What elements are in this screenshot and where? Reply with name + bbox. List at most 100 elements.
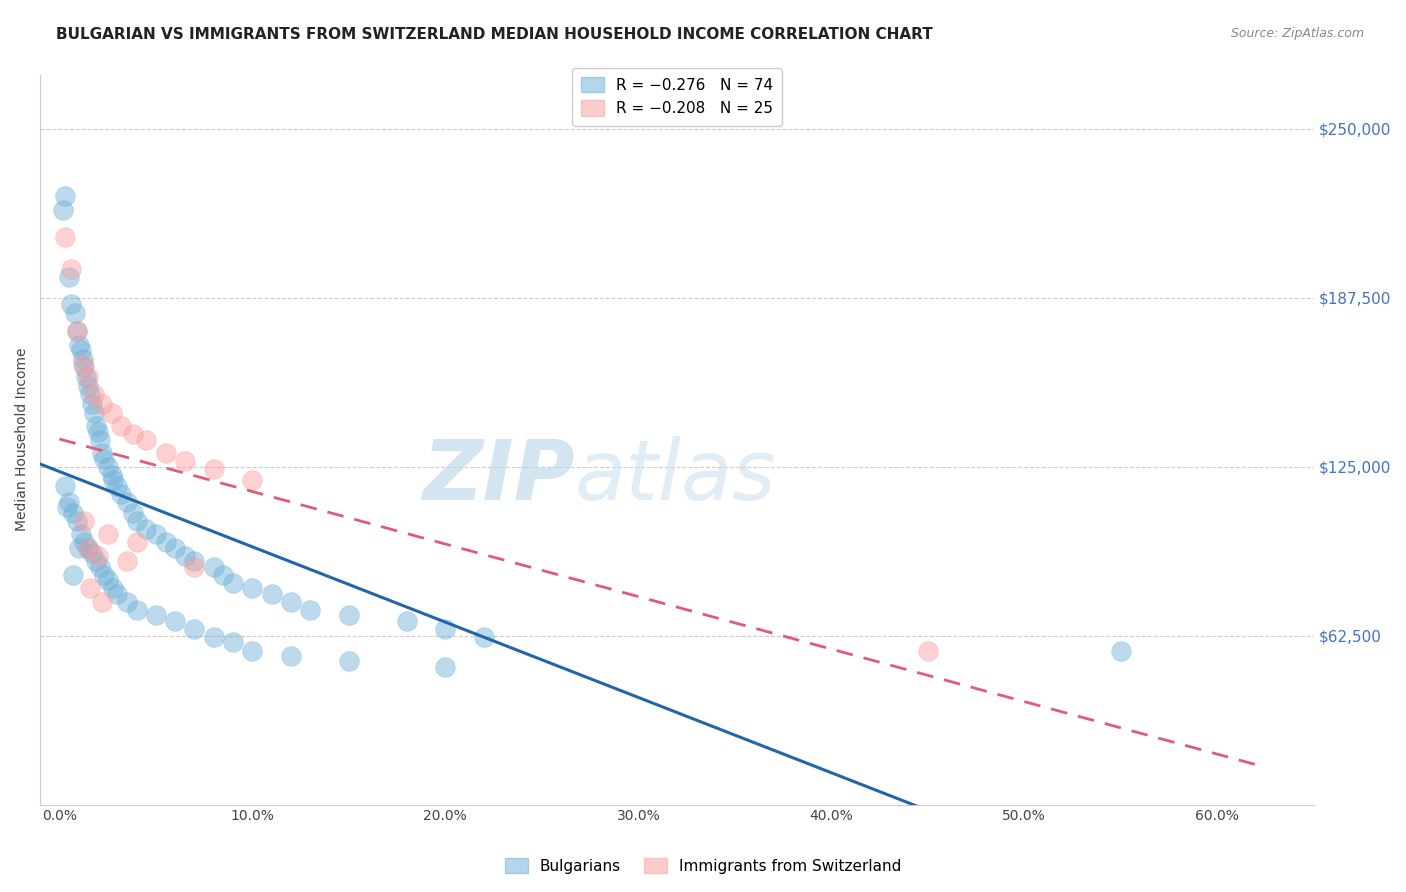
Point — [155, 535, 177, 549]
Point — [145, 608, 167, 623]
Point — [72, 357, 94, 371]
Point — [93, 451, 115, 466]
Point — [395, 614, 418, 628]
Legend: Bulgarians, Immigrants from Switzerland: Bulgarians, Immigrants from Switzerland — [499, 852, 907, 880]
Point — [917, 643, 939, 657]
Point — [58, 495, 80, 509]
Point — [97, 459, 120, 474]
Point — [337, 654, 360, 668]
Point — [115, 495, 138, 509]
Point — [434, 622, 457, 636]
Point — [53, 189, 76, 203]
Legend: R = −0.276   N = 74, R = −0.208   N = 25: R = −0.276 N = 74, R = −0.208 N = 25 — [572, 68, 782, 126]
Point — [1109, 643, 1132, 657]
Point — [84, 554, 107, 568]
Point — [110, 486, 132, 500]
Point — [83, 386, 105, 401]
Point — [260, 587, 283, 601]
Text: BULGARIAN VS IMMIGRANTS FROM SWITZERLAND MEDIAN HOUSEHOLD INCOME CORRELATION CHA: BULGARIAN VS IMMIGRANTS FROM SWITZERLAND… — [56, 27, 934, 42]
Point — [62, 567, 84, 582]
Point — [105, 478, 128, 492]
Point — [77, 378, 100, 392]
Point — [105, 587, 128, 601]
Point — [82, 397, 104, 411]
Point — [183, 554, 205, 568]
Point — [115, 554, 138, 568]
Point — [89, 433, 111, 447]
Point — [77, 541, 100, 555]
Point — [155, 446, 177, 460]
Point — [69, 343, 91, 358]
Point — [110, 419, 132, 434]
Point — [67, 541, 90, 555]
Point — [434, 659, 457, 673]
Point — [100, 467, 122, 482]
Point — [97, 573, 120, 587]
Point — [299, 603, 322, 617]
Point — [97, 527, 120, 541]
Text: Source: ZipAtlas.com: Source: ZipAtlas.com — [1230, 27, 1364, 40]
Point — [72, 351, 94, 366]
Point — [202, 559, 225, 574]
Point — [165, 614, 187, 628]
Point — [183, 622, 205, 636]
Point — [90, 595, 112, 609]
Point — [145, 527, 167, 541]
Point — [212, 567, 235, 582]
Point — [66, 325, 89, 339]
Point — [125, 514, 148, 528]
Point — [280, 595, 302, 609]
Point — [66, 325, 89, 339]
Point — [73, 514, 96, 528]
Point — [202, 462, 225, 476]
Point — [59, 297, 82, 311]
Point — [125, 535, 148, 549]
Point — [77, 370, 100, 384]
Point — [69, 527, 91, 541]
Point — [90, 397, 112, 411]
Point — [115, 595, 138, 609]
Point — [93, 567, 115, 582]
Point — [165, 541, 187, 555]
Point — [79, 386, 101, 401]
Point — [280, 648, 302, 663]
Point — [73, 535, 96, 549]
Point — [135, 522, 157, 536]
Point — [202, 630, 225, 644]
Point — [53, 230, 76, 244]
Point — [242, 582, 264, 596]
Point — [59, 262, 82, 277]
Point — [73, 359, 96, 374]
Point — [121, 427, 143, 442]
Point — [82, 546, 104, 560]
Y-axis label: Median Household Income: Median Household Income — [15, 348, 30, 532]
Point — [103, 582, 125, 596]
Point — [58, 270, 80, 285]
Point — [183, 559, 205, 574]
Point — [56, 500, 79, 515]
Point — [83, 406, 105, 420]
Point — [222, 575, 245, 590]
Point — [242, 473, 264, 487]
Point — [90, 446, 112, 460]
Point — [103, 473, 125, 487]
Point — [125, 603, 148, 617]
Point — [66, 514, 89, 528]
Point — [79, 582, 101, 596]
Point — [472, 630, 495, 644]
Text: ZIP: ZIP — [422, 435, 575, 516]
Point — [84, 419, 107, 434]
Point — [222, 635, 245, 649]
Point — [87, 549, 110, 563]
Point — [77, 541, 100, 555]
Point — [67, 338, 90, 352]
Point — [242, 643, 264, 657]
Point — [121, 506, 143, 520]
Point — [89, 559, 111, 574]
Point — [135, 433, 157, 447]
Point — [173, 454, 195, 468]
Point — [53, 478, 76, 492]
Point — [337, 608, 360, 623]
Point — [100, 406, 122, 420]
Point — [75, 370, 97, 384]
